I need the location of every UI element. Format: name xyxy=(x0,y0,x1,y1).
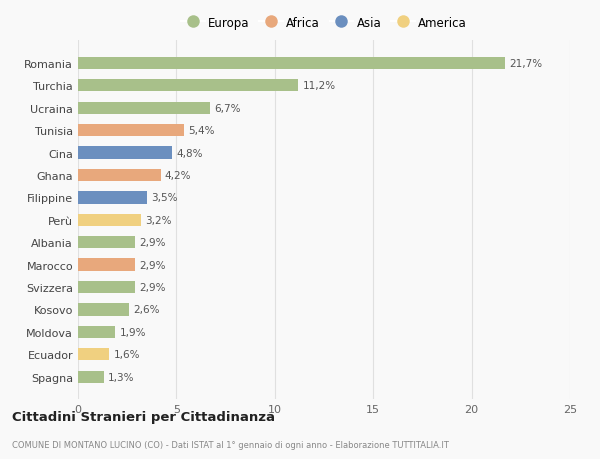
Text: COMUNE DI MONTANO LUCINO (CO) - Dati ISTAT al 1° gennaio di ogni anno - Elaboraz: COMUNE DI MONTANO LUCINO (CO) - Dati IST… xyxy=(12,441,449,449)
Bar xyxy=(78,326,115,338)
Text: 1,9%: 1,9% xyxy=(119,327,146,337)
Bar xyxy=(78,281,135,294)
Bar xyxy=(78,371,104,383)
Text: 4,8%: 4,8% xyxy=(176,148,203,158)
Bar xyxy=(78,147,172,159)
Bar xyxy=(78,57,505,70)
Text: 3,5%: 3,5% xyxy=(151,193,178,203)
Text: 3,2%: 3,2% xyxy=(145,215,172,225)
Bar xyxy=(78,80,298,92)
Text: 6,7%: 6,7% xyxy=(214,103,240,113)
Bar xyxy=(78,169,161,182)
Bar xyxy=(78,236,135,249)
Bar xyxy=(78,259,135,271)
Text: 2,9%: 2,9% xyxy=(139,238,166,248)
Text: 1,3%: 1,3% xyxy=(107,372,134,382)
Text: 21,7%: 21,7% xyxy=(509,59,542,69)
Bar xyxy=(78,125,184,137)
Bar xyxy=(78,214,141,226)
Bar xyxy=(78,304,129,316)
Text: 2,9%: 2,9% xyxy=(139,260,166,270)
Bar xyxy=(78,348,109,361)
Text: 4,2%: 4,2% xyxy=(164,171,191,180)
Text: 2,9%: 2,9% xyxy=(139,282,166,292)
Text: 1,6%: 1,6% xyxy=(113,350,140,359)
Legend: Europa, Africa, Asia, America: Europa, Africa, Asia, America xyxy=(179,14,469,32)
Bar xyxy=(78,102,210,115)
Text: 2,6%: 2,6% xyxy=(133,305,160,315)
Text: Cittadini Stranieri per Cittadinanza: Cittadini Stranieri per Cittadinanza xyxy=(12,410,275,423)
Text: 11,2%: 11,2% xyxy=(302,81,335,91)
Bar xyxy=(78,192,147,204)
Text: 5,4%: 5,4% xyxy=(188,126,215,136)
